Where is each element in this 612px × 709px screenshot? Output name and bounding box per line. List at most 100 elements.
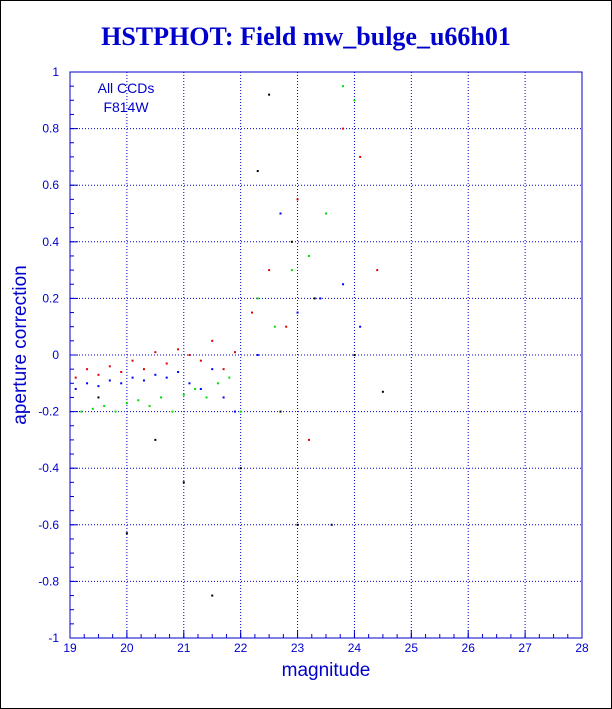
data-point bbox=[376, 269, 379, 272]
data-point bbox=[142, 379, 145, 382]
x-tick-label: 28 bbox=[575, 641, 589, 655]
grid-lines bbox=[69, 71, 583, 639]
data-point bbox=[91, 407, 94, 410]
data-point bbox=[165, 362, 168, 365]
chart-title: HSTPHOT: Field mw_bulge_u66h01 bbox=[101, 22, 511, 51]
data-point bbox=[290, 240, 293, 243]
data-point bbox=[211, 594, 214, 597]
data-point bbox=[171, 410, 174, 413]
data-point bbox=[205, 396, 208, 399]
data-point bbox=[131, 359, 134, 362]
data-point bbox=[285, 325, 288, 328]
data-point bbox=[154, 438, 157, 441]
data-point bbox=[188, 382, 191, 385]
data-point bbox=[108, 365, 111, 368]
data-point bbox=[296, 311, 299, 314]
annotation-line-1: All CCDs bbox=[98, 80, 155, 96]
data-point bbox=[114, 410, 117, 413]
y-tick-label: -0.6 bbox=[38, 518, 59, 532]
data-point bbox=[268, 269, 271, 272]
data-point bbox=[381, 390, 384, 393]
data-point bbox=[325, 212, 327, 215]
data-point bbox=[74, 376, 77, 379]
y-tick-label: -0.4 bbox=[38, 461, 59, 475]
data-point bbox=[86, 382, 89, 385]
y-tick-label: 0 bbox=[52, 348, 59, 362]
data-point bbox=[74, 387, 77, 390]
data-point bbox=[97, 373, 100, 376]
data-point bbox=[216, 382, 219, 385]
data-point bbox=[239, 467, 242, 470]
y-tick-label: 1 bbox=[52, 65, 59, 79]
data-point bbox=[160, 396, 163, 399]
x-tick-label: 21 bbox=[177, 641, 191, 655]
data-point bbox=[120, 370, 123, 373]
x-tick-label: 20 bbox=[120, 641, 134, 655]
x-axis-label: magnitude bbox=[282, 660, 371, 681]
y-tick-label: 0.2 bbox=[42, 291, 59, 305]
data-point bbox=[120, 382, 123, 385]
data-point bbox=[199, 387, 202, 390]
data-point bbox=[103, 404, 106, 407]
x-tick-label: 22 bbox=[234, 641, 248, 655]
data-point bbox=[342, 283, 345, 286]
data-point bbox=[125, 402, 128, 405]
y-tick-label: 0.4 bbox=[42, 235, 59, 249]
x-tick-label: 27 bbox=[518, 641, 532, 655]
data-point bbox=[182, 393, 185, 396]
data-point bbox=[194, 387, 197, 390]
data-point bbox=[222, 396, 225, 399]
data-point bbox=[125, 532, 128, 535]
data-point bbox=[211, 339, 214, 342]
data-point bbox=[330, 523, 333, 526]
data-point bbox=[279, 410, 282, 413]
data-point bbox=[342, 85, 345, 88]
data-point bbox=[273, 325, 276, 328]
data-point bbox=[188, 354, 191, 356]
data-point bbox=[319, 297, 322, 300]
data-point bbox=[251, 311, 254, 314]
data-point bbox=[233, 410, 236, 413]
annotation-line-2: F814W bbox=[103, 99, 149, 115]
y-tick-label: 0.6 bbox=[42, 178, 59, 192]
data-point bbox=[353, 99, 356, 102]
y-tick-label: 0.8 bbox=[42, 122, 59, 136]
data-point bbox=[154, 351, 157, 354]
data-point bbox=[296, 523, 299, 526]
data-point bbox=[228, 376, 231, 379]
data-point bbox=[296, 198, 299, 201]
data-point bbox=[222, 368, 225, 371]
data-point bbox=[177, 370, 180, 373]
x-tick-label: 25 bbox=[405, 641, 419, 655]
y-tick-label: -0.8 bbox=[38, 574, 59, 588]
x-tick-labels: 19 20 21 22 23 24 25 26 27 28 bbox=[63, 630, 589, 655]
data-point bbox=[199, 359, 202, 362]
x-tick-label: 26 bbox=[462, 641, 476, 655]
x-tick-label: 19 bbox=[63, 641, 77, 655]
data-point bbox=[307, 438, 310, 441]
y-tick-label: -1 bbox=[48, 631, 59, 645]
data-point bbox=[182, 481, 185, 484]
y-axis-label: aperture correction bbox=[10, 265, 31, 424]
data-point bbox=[154, 373, 157, 376]
data-point bbox=[313, 297, 316, 300]
data-point bbox=[148, 404, 151, 407]
data-point bbox=[256, 170, 259, 173]
data-point bbox=[307, 254, 310, 257]
data-point bbox=[256, 297, 259, 300]
data-point bbox=[211, 368, 214, 371]
data-point bbox=[137, 399, 140, 402]
x-tick-label: 23 bbox=[291, 641, 305, 655]
data-point bbox=[97, 396, 100, 399]
data-point bbox=[279, 212, 282, 215]
data-point bbox=[165, 376, 168, 379]
y-tick-labels: -1 -0.8 -0.6 -0.4 -0.2 0 0.2 0.4 0.6 0.8 1 bbox=[38, 65, 78, 645]
data-point bbox=[359, 155, 362, 158]
data-point bbox=[233, 351, 236, 354]
data-point bbox=[142, 368, 145, 371]
x-tick-label: 24 bbox=[348, 641, 362, 655]
data-point bbox=[80, 410, 83, 413]
data-point bbox=[342, 127, 345, 130]
data-point bbox=[290, 269, 293, 272]
